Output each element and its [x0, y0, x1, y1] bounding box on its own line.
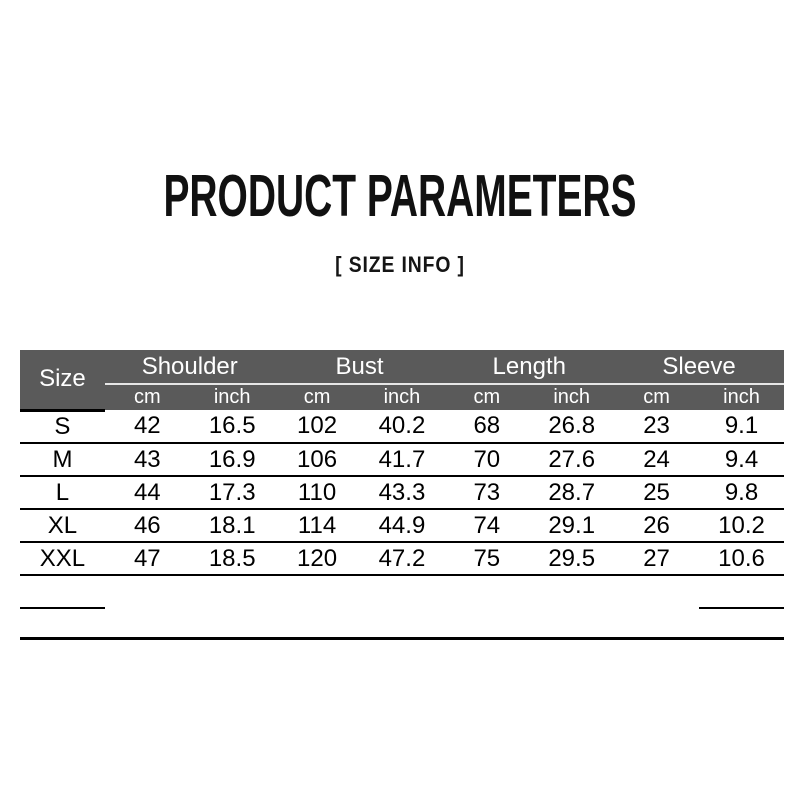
empty-cell [105, 575, 190, 608]
size-info-subtitle: [ SIZE INFO ] [335, 252, 465, 277]
measurement-cell: 114 [274, 509, 360, 543]
measurement-cell: 9.1 [699, 410, 784, 444]
table-unit-header-row: cm inch cm inch cm inch cm inch [20, 384, 784, 410]
empty-cell [104, 608, 190, 640]
size-label: L [20, 476, 105, 510]
measurement-cell: 42 [104, 410, 190, 444]
measurement-cell: 68 [444, 410, 530, 444]
column-group-bust: Bust [274, 350, 445, 385]
unit-header-sleeve-inch: inch [699, 384, 784, 410]
size-label: S [20, 410, 105, 444]
unit-header-length-cm: cm [444, 384, 530, 410]
unit-header-bust-cm: cm [274, 384, 360, 410]
measurement-cell: 27.6 [529, 443, 615, 477]
measurement-cell: 44 [104, 476, 190, 510]
unit-header-sleeve-cm: cm [614, 384, 699, 410]
measurement-cell: 18.5 [189, 542, 275, 576]
table-row-xxl: XXL 47 18.5 120 47.2 75 29.5 27 10.6 [20, 542, 784, 576]
measurement-cell: 106 [274, 443, 360, 477]
unit-header-bust-inch: inch [359, 384, 445, 410]
measurement-cell: 24 [614, 443, 699, 477]
measurement-cell: 120 [274, 542, 360, 576]
empty-cell [20, 575, 105, 609]
empty-cell [189, 608, 275, 640]
measurement-cell: 9.8 [699, 476, 784, 510]
measurement-cell: 41.7 [359, 443, 445, 477]
measurement-cell: 75 [444, 542, 530, 576]
empty-cell [444, 575, 529, 608]
empty-cell [614, 575, 699, 608]
measurement-cell: 10.2 [699, 509, 784, 543]
empty-cell [444, 608, 530, 640]
measurement-cell: 25 [614, 476, 699, 510]
measurement-cell: 43.3 [359, 476, 445, 510]
measurement-cell: 10.6 [699, 542, 784, 576]
empty-cell [274, 608, 360, 640]
measurement-cell: 44.9 [359, 509, 445, 543]
empty-cell [20, 608, 105, 640]
empty-cell [699, 608, 784, 640]
measurement-cell: 74 [444, 509, 530, 543]
measurement-cell: 102 [274, 410, 360, 444]
table-row-l: L 44 17.3 110 43.3 73 28.7 25 9.8 [20, 476, 784, 510]
measurement-cell: 40.2 [359, 410, 445, 444]
measurement-cell: 46 [104, 509, 190, 543]
measurement-cell: 29.1 [529, 509, 615, 543]
measurement-cell: 43 [104, 443, 190, 477]
measurement-cell: 16.9 [189, 443, 275, 477]
size-chart-table: Size Shoulder Bust Length Sleeve cm inch… [20, 350, 784, 640]
measurement-cell: 27 [614, 542, 699, 576]
size-label: M [20, 443, 105, 477]
unit-header-shoulder-cm: cm [104, 384, 190, 410]
table-row-empty-bottom [20, 608, 784, 640]
empty-cell [360, 575, 445, 608]
size-label: XXL [20, 542, 105, 576]
measurement-cell: 70 [444, 443, 530, 477]
empty-cell [699, 575, 784, 609]
measurement-cell: 110 [274, 476, 360, 510]
measurement-cell: 16.5 [189, 410, 275, 444]
unit-header-length-inch: inch [529, 384, 615, 410]
measurement-cell: 26.8 [529, 410, 615, 444]
measurement-cell: 28.7 [529, 476, 615, 510]
size-label: XL [20, 509, 105, 543]
empty-cell [529, 608, 615, 640]
measurement-cell: 26 [614, 509, 699, 543]
column-header-size: Size [20, 350, 105, 412]
measurement-cell: 73 [444, 476, 530, 510]
empty-cell [529, 575, 614, 608]
table-row-s: S 42 16.5 102 40.2 68 26.8 23 9.1 [20, 410, 784, 444]
measurement-cell: 18.1 [189, 509, 275, 543]
measurement-cell: 17.3 [189, 476, 275, 510]
empty-cell [614, 608, 699, 640]
table-group-header-row: Size Shoulder Bust Length Sleeve [20, 350, 784, 412]
measurement-cell: 29.5 [529, 542, 615, 576]
table-row-empty-partial [20, 575, 784, 609]
empty-cell [190, 575, 275, 608]
column-group-length: Length [444, 350, 615, 385]
table-row-xl: XL 46 18.1 114 44.9 74 29.1 26 10.2 [20, 509, 784, 543]
column-group-shoulder: Shoulder [104, 350, 275, 385]
column-group-sleeve: Sleeve [614, 350, 784, 385]
measurement-cell: 47.2 [359, 542, 445, 576]
measurement-cell: 47 [104, 542, 190, 576]
unit-header-shoulder-inch: inch [189, 384, 275, 410]
measurement-cell: 9.4 [699, 443, 784, 477]
measurement-cell: 23 [614, 410, 699, 444]
page-title: PRODUCT PARAMETERS [163, 163, 637, 229]
table-row-m: M 43 16.9 106 41.7 70 27.6 24 9.4 [20, 443, 784, 477]
empty-cell [359, 608, 445, 640]
empty-cell [275, 575, 360, 608]
